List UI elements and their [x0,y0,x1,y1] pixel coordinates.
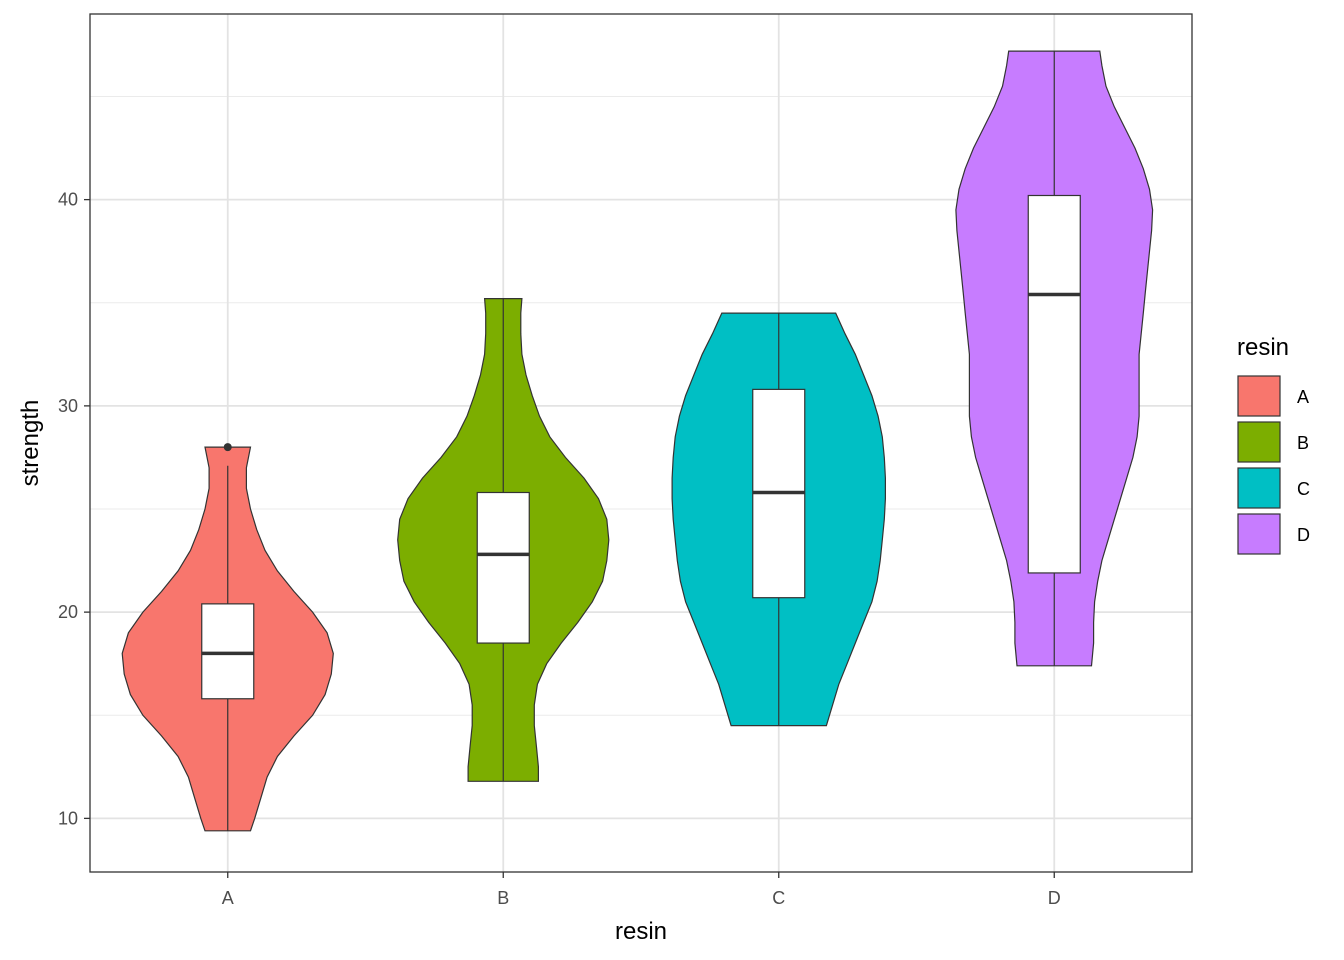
y-tick-label: 20 [58,602,78,622]
legend-label-C: C [1297,479,1310,499]
legend-label-D: D [1297,525,1310,545]
plot-border [89,13,1193,873]
outlier-A [223,443,232,452]
x-tick-label: C [772,888,785,908]
box-A [201,603,255,700]
x-tick-label: B [497,888,509,908]
legend-title: resin [1237,334,1289,361]
legend-label-A: A [1297,387,1309,407]
y-tick-label: 10 [58,808,78,828]
box-B [476,491,530,644]
y-axis-label: strength [17,400,44,487]
x-tick-label: A [222,888,234,908]
legend-key-B [1237,421,1281,463]
x-axis-label: resin [615,918,667,945]
box-D [1027,194,1081,574]
legend-label-B: B [1297,433,1309,453]
legend-key-A [1237,375,1281,417]
y-tick-label: 40 [58,190,78,210]
x-tick-label: D [1048,888,1061,908]
y-tick-label: 30 [58,396,78,416]
y-axis: 10 20 30 40 [58,190,90,828]
legend-key-C [1237,467,1281,509]
boxplots [201,51,1081,831]
legend-key-D [1237,513,1281,555]
legend: resin A B C D [1237,334,1310,555]
x-axis: A B C D [222,872,1061,908]
